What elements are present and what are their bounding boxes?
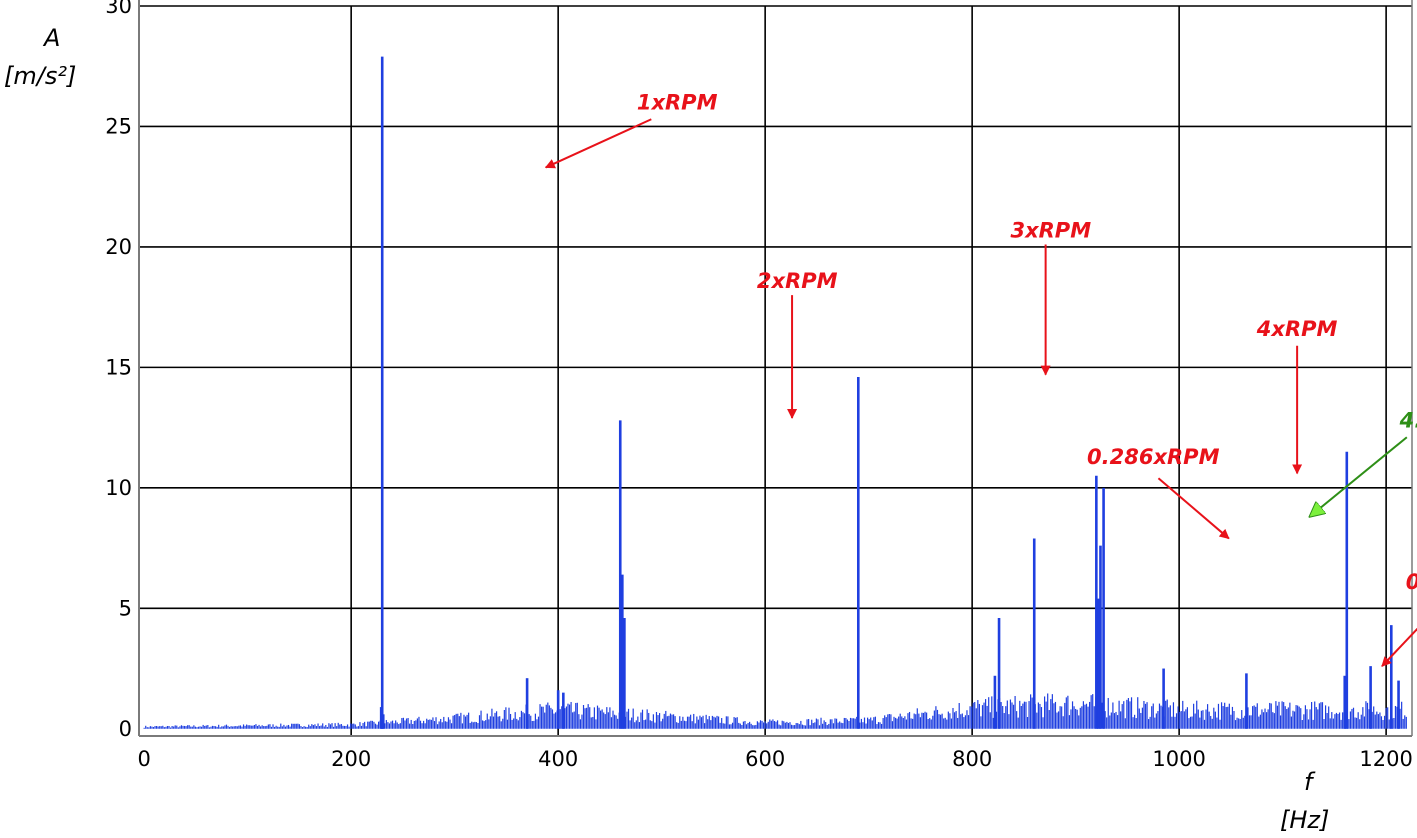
y-tick-label-6: 30 — [105, 0, 132, 18]
x-axis-unit: [Hz] — [1280, 806, 1329, 834]
y-tick-label-2: 10 — [105, 476, 132, 500]
y-axis-label: A — [42, 24, 60, 52]
annotation-label-0: 1xRPM — [637, 91, 718, 115]
annotation-label-6: 0.286xRPM — [1406, 570, 1417, 594]
y-tick-label-5: 25 — [105, 114, 132, 138]
spectrum-peaks — [379, 56, 1400, 729]
y-axis-unit: [m/s²] — [4, 62, 76, 90]
annotation-label-1: 2xRPM — [757, 269, 838, 293]
x-tick-label-3: 600 — [745, 747, 785, 771]
annotation-arrow-0 — [544, 118, 652, 169]
annotation-label-3: 4xRPM — [1256, 317, 1338, 341]
plot-frame — [138, 0, 1413, 737]
x-tick-label-6: 1200 — [1359, 747, 1412, 771]
grid-lines — [139, 5, 1412, 736]
annotation-label-4: 4.03xRPM — [1399, 409, 1417, 433]
annotation-arrow-5 — [1157, 477, 1230, 540]
x-axis-label: f — [1304, 768, 1316, 796]
annotations: 1xRPM 2xRPM 3xRPM 4xRPM 4.03xRPM 0.286xRPM 0.2… — [544, 91, 1417, 667]
y-tick-label-3: 15 — [105, 355, 132, 379]
annotation-arrow-4 — [1310, 436, 1408, 517]
noise-floor — [143, 693, 1407, 729]
x-tick-label-0: 0 — [137, 747, 150, 771]
annotation-arrow-6 — [1381, 627, 1417, 667]
tick-labels: 0 200 400 600 800 1000 1200 0 5 10 15 20 25 30 — [105, 0, 1413, 771]
annotation-label-5: 0.286xRPM — [1087, 445, 1220, 469]
x-tick-label-1: 200 — [331, 747, 371, 771]
y-tick-label-0: 0 — [119, 717, 132, 741]
x-tick-label-2: 400 — [538, 747, 578, 771]
y-tick-label-1: 5 — [119, 596, 132, 620]
y-tick-label-4: 20 — [105, 235, 132, 259]
x-tick-label-4: 800 — [952, 747, 992, 771]
annotation-label-2: 3xRPM — [1010, 218, 1091, 242]
x-tick-label-5: 1000 — [1152, 747, 1205, 771]
